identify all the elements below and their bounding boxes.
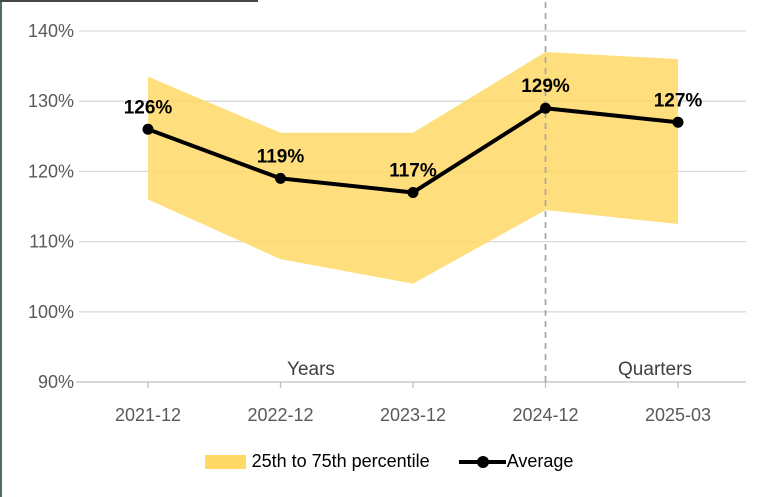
legend-item-average: Average (458, 451, 574, 472)
average-point-marker (672, 116, 684, 128)
data-label: 126% (124, 97, 173, 118)
window-edge-top (0, 0, 258, 2)
x-axis-tick-label: 2024-12 (512, 405, 578, 425)
legend: 25th to 75th percentile Average (0, 451, 778, 472)
average-point-marker (407, 186, 419, 198)
data-label: 129% (521, 76, 570, 97)
y-axis-tick-label: 120% (28, 161, 74, 181)
y-axis-tick-label: 90% (38, 372, 74, 392)
y-axis-tick-label: 110% (29, 232, 74, 252)
percentile-band-swatch (204, 454, 246, 469)
annotation-quarters: Quarters (618, 359, 692, 380)
legend-item-percentile-band: 25th to 75th percentile (204, 451, 430, 472)
legend-label-average: Average (506, 451, 574, 471)
x-axis-tick-label: 2021-12 (115, 405, 181, 425)
y-axis-tick-label: 130% (28, 91, 74, 111)
chart-canvas: 140% 130% 120% 110% 100% 90% 126% 119% 117% 129% 1… (28, 2, 746, 425)
average-line-marker-icon (458, 454, 506, 470)
annotation-years: Years (287, 359, 335, 380)
average-point-marker (275, 172, 286, 184)
y-axis-tick-label: 140% (28, 21, 74, 41)
x-axis-tick-label: 2022-12 (247, 405, 313, 425)
window-edge-left (0, 0, 2, 497)
data-label: 119% (257, 146, 305, 167)
x-axis-tick-label: 2025-03 (645, 405, 711, 425)
data-label: 117% (389, 160, 437, 181)
data-label: 127% (654, 90, 703, 111)
average-point-marker (142, 123, 154, 135)
marker-dot (476, 455, 489, 468)
legend-label-percentile-band: 25th to 75th percentile (251, 451, 430, 471)
x-axis-tick-label: 2023-12 (380, 405, 446, 425)
average-point-marker (540, 102, 551, 114)
y-axis-tick-label: 100% (28, 302, 74, 322)
